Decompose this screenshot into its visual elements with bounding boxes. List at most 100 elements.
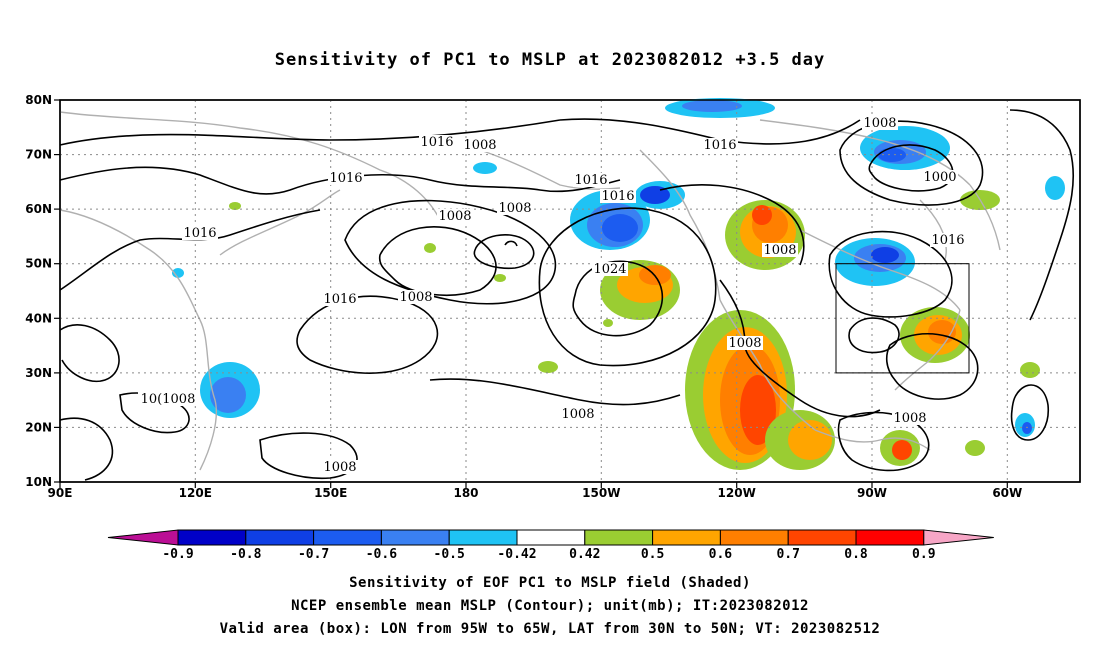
mslp-contour [378,226,497,296]
coastline [894,309,961,391]
sensitivity-shading [229,202,241,210]
mslp-contour [868,144,954,192]
footer-line-contour: NCEP ensemble mean MSLP (Contour); unit(… [291,598,809,614]
longitude-tick-labels: 90E 120E 150E 180 150W 120W 90W 60W [48,482,1022,500]
contour-label: 10(1008 [141,392,196,407]
coastline [719,299,816,431]
colorbar-segment [245,529,315,546]
mslp-contour [837,411,930,472]
colorbar-left-arrow [107,529,179,546]
latitude-tick-label: 60N [25,202,52,216]
contour-label-bg [322,292,358,306]
mslp-contour [59,417,114,481]
contour-label: 1008 [399,290,432,305]
colorbar-segment [448,529,518,546]
contour-label-bg [437,209,473,223]
colorbar-label: 0.6 [709,547,733,562]
contour-label: 1016 [703,138,736,153]
mslp-contour [659,184,805,266]
contour-label-bg [497,201,533,215]
footer-line-shading: Sensitivity of EOF PC1 to MSLP field (Sh… [349,575,751,591]
coastline [799,229,961,311]
sensitivity-shading [172,268,184,278]
sensitivity-shading [424,243,436,253]
coastline [219,189,341,256]
longitude-tick-label: 180 [453,486,478,500]
longitude-tick-label: 90W [857,486,887,500]
colorbar-segment [855,529,925,546]
contour-label-bg [727,336,763,350]
colorbar-label: -0.5 [434,547,465,562]
sensitivity-shading [210,377,246,413]
contour-label-bg [922,170,958,184]
sensitivity-shading [1045,176,1065,200]
mslp-contour [1009,109,1075,321]
contour-label: 1008 [323,460,356,475]
longitude-tick-label: 120W [718,486,756,500]
colorbar-label: 0.7 [776,547,799,562]
mslp-contour [296,295,439,374]
contour-label: 1016 [183,226,216,241]
sensitivity-shading [494,274,506,282]
latitude-tick-label: 10N [25,475,52,489]
colorbar-label: 0.8 [844,547,868,562]
colorbar-segment [380,529,450,546]
contour-label-bg [930,233,966,247]
sensitivity-shading [473,162,497,174]
mslp-contour [719,279,881,418]
contour-label-bg [462,138,498,152]
colorbar-segment [313,529,382,546]
mslp-contour [828,230,953,318]
coastline [969,184,1001,251]
colorbar-right-arrow [923,529,994,546]
sensitivity-shading [965,440,985,456]
longitude-tick-label: 150E [314,486,347,500]
contour-label-bg [892,411,928,425]
contour-label: 1016 [420,135,453,150]
contour-label-bg [322,460,358,474]
sensitivity-shading [878,148,906,162]
mslp-contour [504,240,518,247]
latitude-tick-labels: 80N 70N 60N 50N 40N 30N 20N 10N [25,93,60,489]
contour-label: 1016 [329,171,362,186]
longitude-tick-label: 150W [582,486,620,500]
mslp-contour [538,207,717,367]
contour-label: 1008 [498,201,531,216]
sensitivity-shading [1022,422,1032,434]
contour-label: 1016 [323,292,356,307]
colorbar-label: -0.6 [366,547,397,562]
coastline [759,119,971,186]
contour-label-bg [182,226,218,240]
contour-label: 1008 [438,209,471,224]
latitude-tick-label: 70N [25,148,52,162]
coastline [59,111,441,221]
contour-label-bg [398,290,434,304]
contour-label: 1008 [863,116,896,131]
contour-label-bg [138,392,198,406]
sensitivity-shading [538,361,558,373]
sensitivity-shading [928,320,956,344]
sensitivity-shading [682,100,742,112]
contour-label: 1008 [763,243,796,258]
contour-label: 1008 [893,411,926,426]
contour-label-bg [862,116,898,130]
contour-label-bg [702,138,738,152]
sensitivity-shading [1020,362,1040,378]
contour-label-bg [600,189,636,203]
chart-title: Sensitivity of PC1 to MSLP at 2023082012… [274,50,826,70]
contour-label-bg [419,135,455,149]
coastline [814,429,931,451]
mslp-contour [1010,384,1050,441]
coastline [59,209,217,471]
colorbar-segment [584,529,654,546]
contour-label-bg [592,262,628,276]
latitude-tick-label: 80N [25,93,52,107]
colorbar-segment [787,529,857,546]
map-plot-area: 1016101610161016101610161016100810081008… [59,98,1080,482]
sensitivity-shading [740,375,776,445]
contour-label-bg [762,243,798,257]
contour-label: 1000 [923,170,956,185]
contour-label-bg [328,171,364,185]
mslp-contour [59,119,561,146]
